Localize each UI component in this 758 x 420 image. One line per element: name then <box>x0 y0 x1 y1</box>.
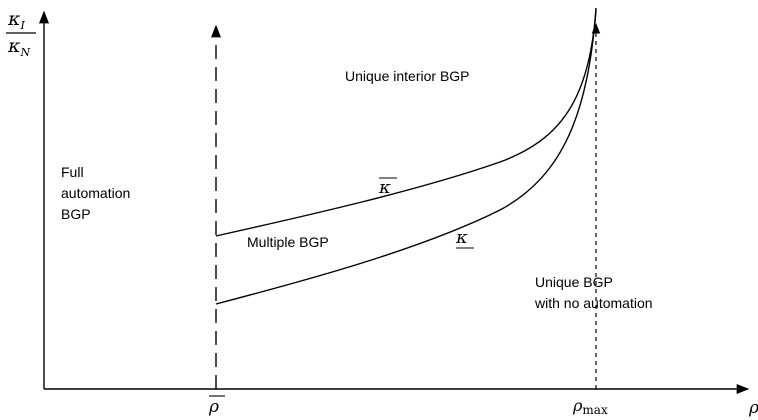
lower-curve-label: κ <box>455 227 474 249</box>
region-no-automation: Unique BGP with no automation <box>534 274 653 311</box>
y-axis-label: κI κN <box>6 8 36 59</box>
tick-rho-max-sub: max <box>582 403 608 417</box>
y-label-num-sub: I <box>19 19 25 32</box>
y-label-num-main: κ <box>7 8 21 30</box>
svg-text:κN: κN <box>7 35 30 59</box>
tick-rho-max-main: ρ <box>572 396 583 415</box>
region-unique-interior: Unique interior BGP <box>345 68 470 84</box>
region-full-automation: Full automation BGP <box>61 164 134 222</box>
region-no-automation-line-2: with no automation <box>534 295 653 311</box>
region-full-automation-line-3: BGP <box>61 206 91 222</box>
tick-rho-max: ρmax <box>572 396 608 417</box>
y-label-den-main: κ <box>7 35 21 57</box>
lower-curve <box>215 9 597 305</box>
upper-curve-symbol: κ <box>378 177 391 198</box>
x-axis-label: ρ <box>748 398 758 418</box>
tick-rho-bar-label: ρ <box>208 397 219 417</box>
upper-curve-label: κ <box>378 177 397 198</box>
y-label-den-sub: N <box>19 46 30 59</box>
svg-text:κI: κI <box>7 8 25 32</box>
region-full-automation-line-1: Full <box>61 164 84 180</box>
tick-rho-bar: ρ <box>208 395 225 417</box>
region-full-automation-line-2: automation <box>61 185 130 201</box>
lower-curve-symbol: κ <box>455 227 468 248</box>
region-no-automation-line-1: Unique BGP <box>535 274 613 290</box>
upper-curve <box>215 7 597 237</box>
region-multiple: Multiple BGP <box>247 234 329 250</box>
